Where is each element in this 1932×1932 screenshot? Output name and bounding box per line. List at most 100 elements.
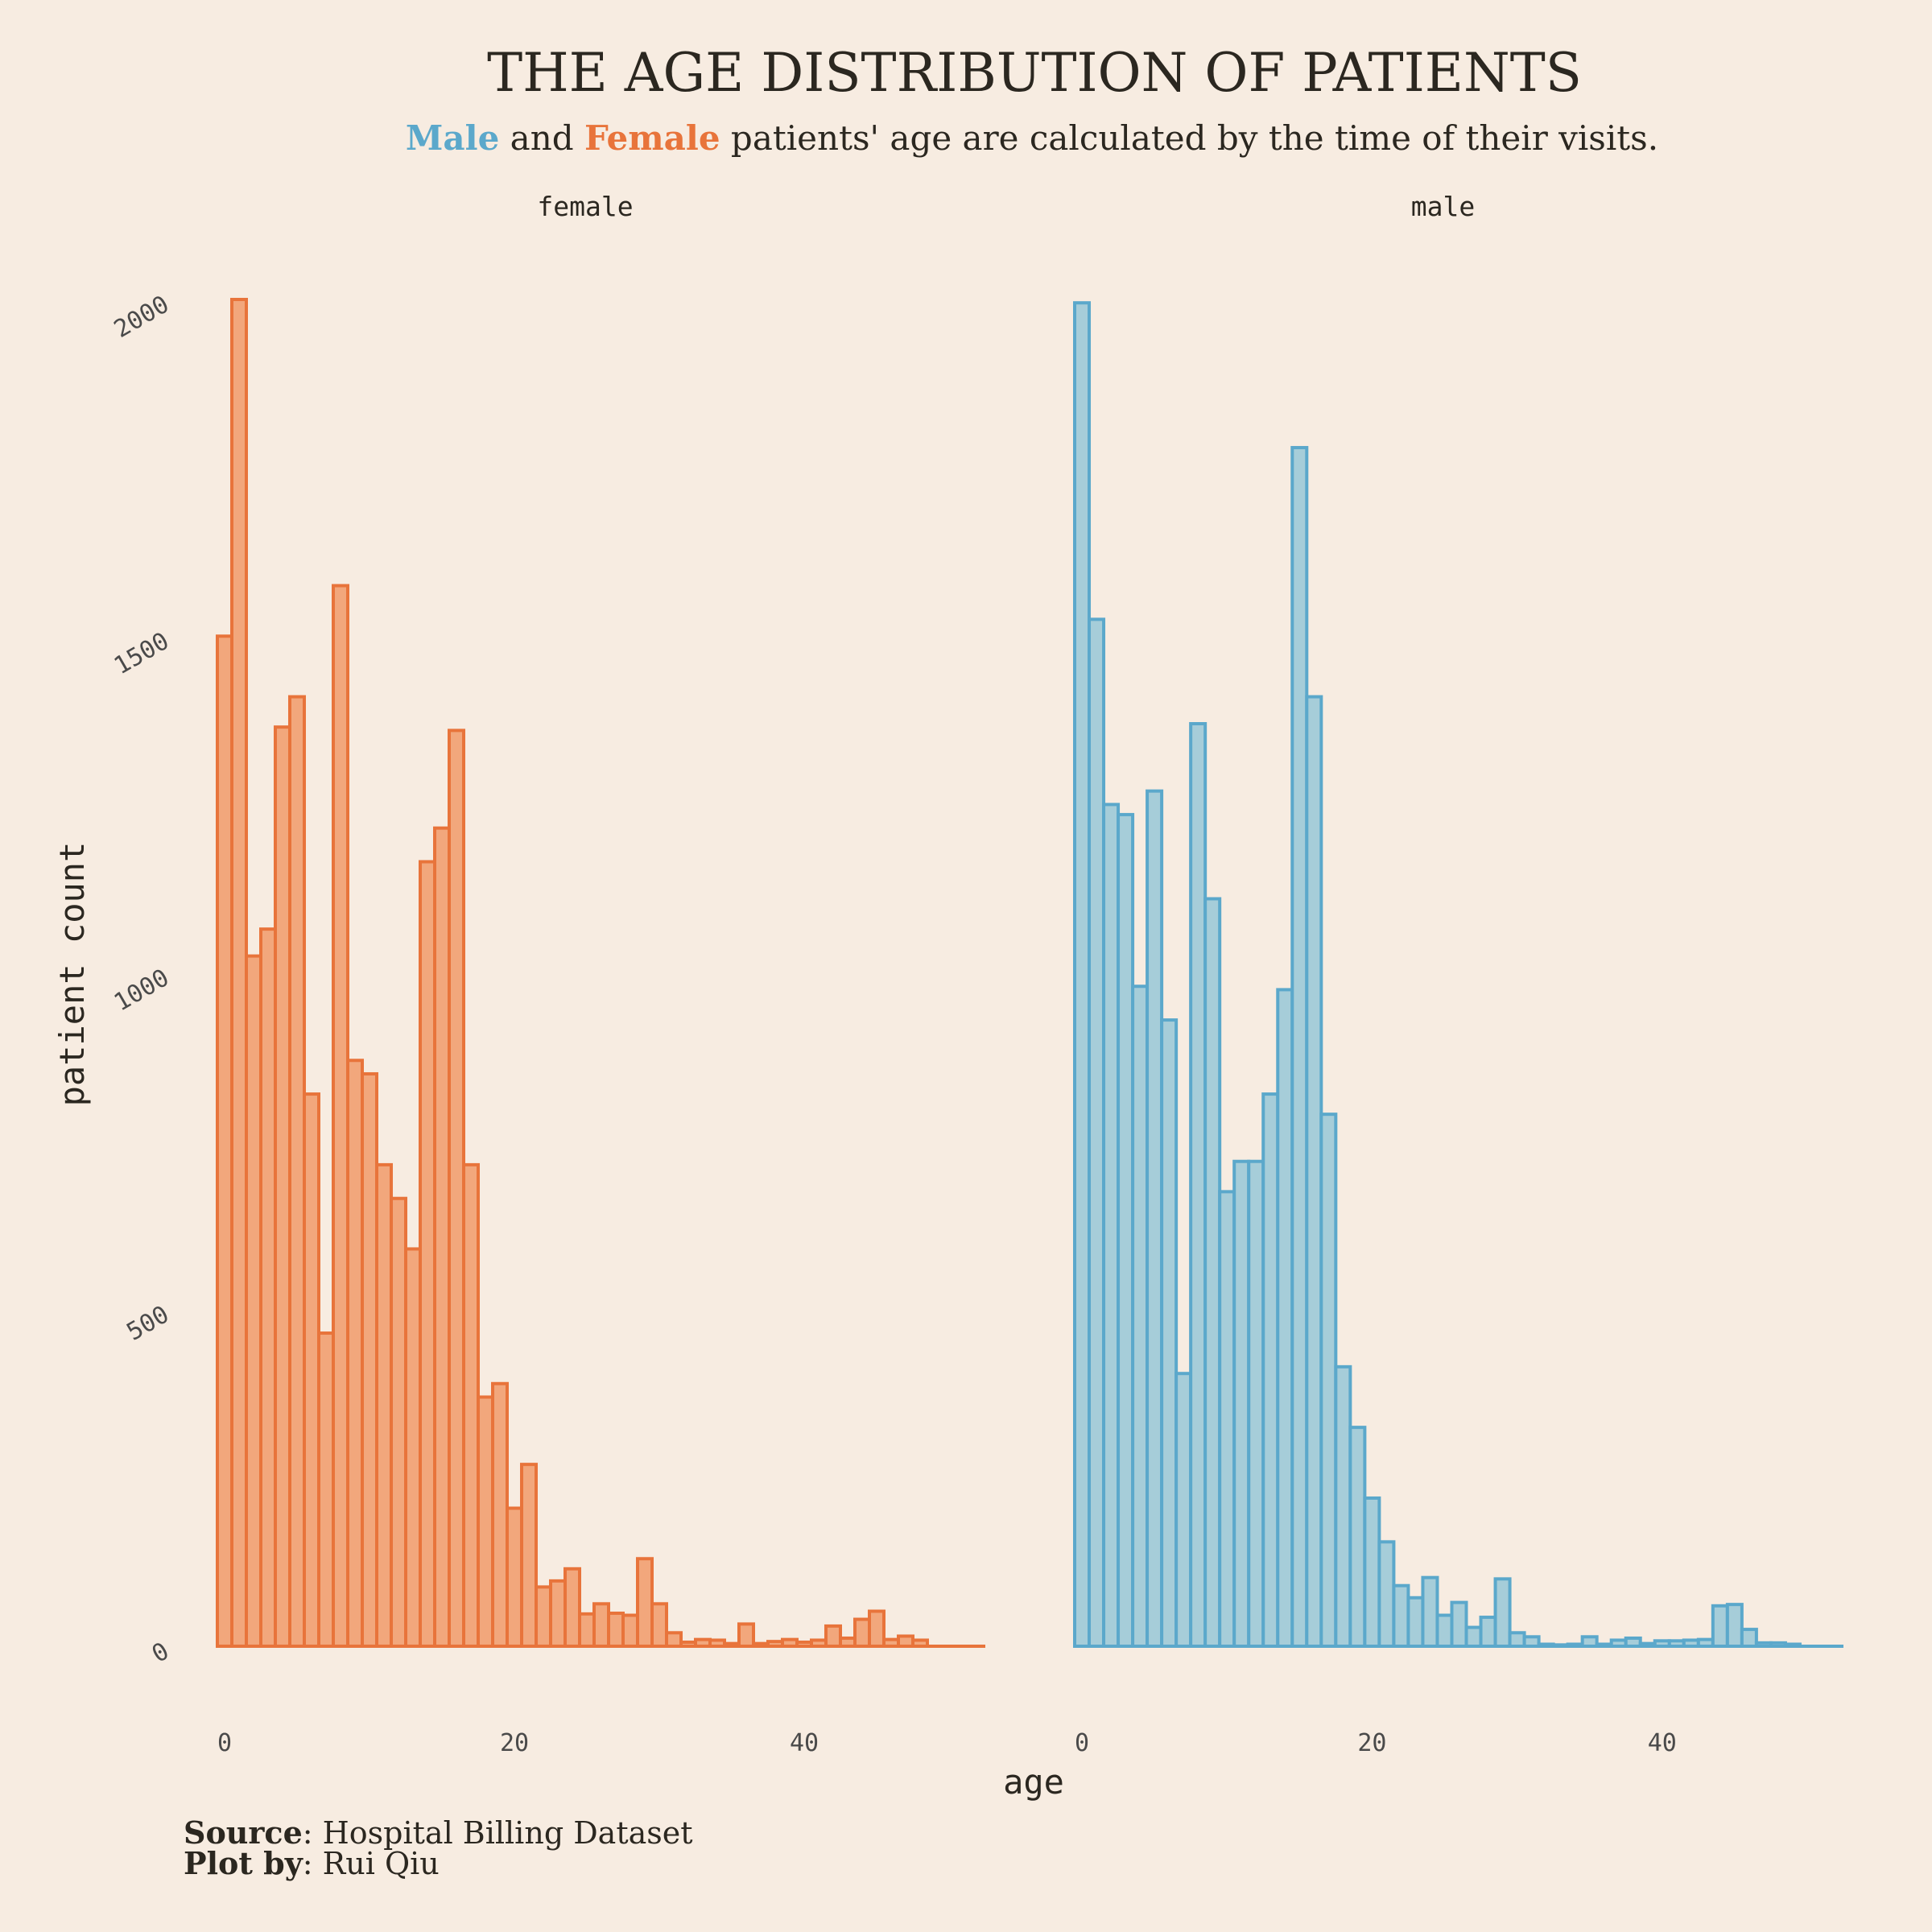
bar-female-6 xyxy=(303,1092,320,1648)
bar-female-4 xyxy=(274,725,291,1648)
y-tick-0: 0 xyxy=(147,1637,174,1669)
bar-male-25 xyxy=(1435,1613,1454,1648)
facet-label-female: female xyxy=(537,191,633,222)
bar-male-15 xyxy=(1290,446,1309,1648)
bar-female-28 xyxy=(621,1613,639,1648)
bar-female-3 xyxy=(259,927,277,1648)
subtitle-rest: patients' age are calculated by the time… xyxy=(720,118,1658,158)
bar-female-18 xyxy=(477,1395,494,1648)
caption-source: Source: Hospital Billing Dataset xyxy=(184,1814,693,1851)
bar-male-16 xyxy=(1305,695,1323,1648)
caption-plotby-label: Plot by xyxy=(184,1845,303,1881)
x-tick-male-20: 20 xyxy=(1357,1729,1386,1757)
facet-label-male: male xyxy=(1411,191,1475,222)
bar-male-44 xyxy=(1711,1604,1729,1649)
bar-male-0 xyxy=(1073,301,1092,1648)
bar-male-7 xyxy=(1174,1372,1193,1649)
bar-male-4 xyxy=(1131,985,1150,1648)
bar-female-31 xyxy=(665,1631,683,1649)
bar-male-46 xyxy=(1740,1628,1758,1649)
bar-female-12 xyxy=(390,1196,407,1649)
facet-female: female 0 20 40 xyxy=(216,191,985,1757)
y-axis: 0 500 1000 1500 2000 xyxy=(109,291,174,1669)
subtitle-female-word: Female xyxy=(584,118,720,158)
caption-source-value: : Hospital Billing Dataset xyxy=(303,1815,693,1851)
bar-male-23 xyxy=(1406,1596,1425,1648)
bar-female-16 xyxy=(448,729,465,1648)
subtitle-male-word: Male xyxy=(406,118,499,158)
bar-male-26 xyxy=(1450,1600,1468,1648)
bar-male-45 xyxy=(1725,1603,1744,1648)
bar-female-1 xyxy=(230,298,248,1648)
bar-female-22 xyxy=(535,1585,552,1648)
bar-male-27 xyxy=(1464,1625,1483,1649)
facet-panels: female 0 20 40 male 0 20 40 xyxy=(216,191,1843,1757)
bar-male-24 xyxy=(1421,1575,1439,1648)
caption-plotby-value: : Rui Qiu xyxy=(303,1846,440,1881)
bar-female-21 xyxy=(520,1463,538,1649)
bar-male-5 xyxy=(1146,789,1164,1648)
caption-plotby: Plot by: Rui Qiu xyxy=(184,1845,440,1881)
bar-male-6 xyxy=(1160,1018,1179,1649)
bar-male-1 xyxy=(1088,617,1106,1648)
bar-female-20 xyxy=(506,1506,523,1648)
y-tick-1000: 1000 xyxy=(109,964,174,1017)
y-tick-1500: 1500 xyxy=(109,627,174,680)
bar-female-45 xyxy=(868,1609,886,1648)
bar-female-0 xyxy=(216,634,233,1648)
bar-male-12 xyxy=(1247,1159,1265,1648)
x-axis-label: age xyxy=(1003,1762,1064,1802)
y-axis-label: patient count xyxy=(52,842,92,1107)
x-tick-female-20: 20 xyxy=(500,1729,529,1757)
facet-male: male 0 20 40 xyxy=(1073,191,1843,1757)
bar-male-28 xyxy=(1479,1616,1497,1649)
x-tick-female-0: 0 xyxy=(217,1729,232,1757)
bar-female-42 xyxy=(824,1624,842,1649)
bar-male-20 xyxy=(1363,1496,1381,1648)
chart-title: THE AGE DISTRIBUTION OF PATIENTS xyxy=(487,42,1582,104)
bar-female-44 xyxy=(853,1617,871,1649)
bar-male-22 xyxy=(1392,1583,1410,1648)
bar-male-17 xyxy=(1319,1113,1338,1649)
bar-female-14 xyxy=(419,860,436,1649)
bar-male-9 xyxy=(1203,897,1222,1648)
bar-male-3 xyxy=(1117,812,1135,1648)
y-tick-500: 500 xyxy=(122,1300,174,1346)
y-tick-2000: 2000 xyxy=(109,291,174,344)
bar-male-2 xyxy=(1102,803,1121,1648)
bar-female-25 xyxy=(578,1612,596,1649)
bar-female-8 xyxy=(332,584,349,1649)
bar-male-21 xyxy=(1377,1540,1396,1649)
bar-male-19 xyxy=(1348,1426,1367,1648)
bar-male-10 xyxy=(1218,1190,1236,1649)
bar-female-26 xyxy=(592,1602,610,1649)
caption-source-label: Source xyxy=(184,1814,303,1851)
bar-male-11 xyxy=(1232,1159,1251,1648)
bar-male-30 xyxy=(1508,1631,1526,1649)
bar-female-15 xyxy=(433,826,451,1648)
x-tick-female-40: 40 xyxy=(790,1729,819,1757)
bar-male-13 xyxy=(1261,1092,1280,1648)
bar-female-29 xyxy=(636,1557,654,1649)
bar-male-18 xyxy=(1334,1364,1352,1649)
bar-female-19 xyxy=(491,1381,509,1648)
bar-female-36 xyxy=(737,1622,755,1649)
bar-female-17 xyxy=(462,1162,480,1648)
bar-female-24 xyxy=(564,1567,581,1648)
bar-female-30 xyxy=(650,1602,668,1649)
x-tick-male-40: 40 xyxy=(1648,1729,1677,1757)
bar-female-2 xyxy=(245,954,262,1648)
x-tick-male-0: 0 xyxy=(1075,1729,1089,1757)
bar-female-13 xyxy=(404,1247,422,1648)
bar-female-11 xyxy=(375,1162,393,1648)
bar-male-29 xyxy=(1493,1577,1512,1648)
chart-subtitle: Male and Female patients' age are calcul… xyxy=(406,118,1658,158)
subtitle-and-word: and xyxy=(499,118,584,158)
bar-male-8 xyxy=(1189,721,1208,1648)
bar-female-7 xyxy=(317,1331,335,1648)
bar-female-23 xyxy=(549,1579,567,1648)
bar-female-10 xyxy=(361,1071,378,1648)
bar-female-27 xyxy=(607,1612,625,1648)
